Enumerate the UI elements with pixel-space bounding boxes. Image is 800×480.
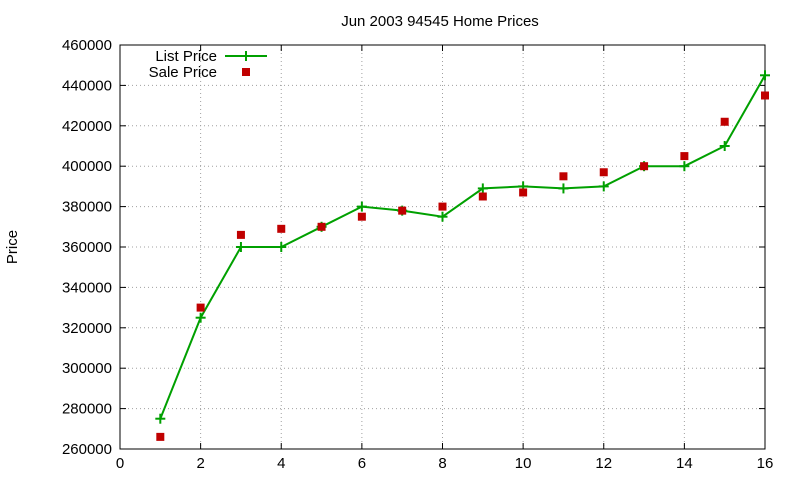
- sale-price-point: [277, 224, 286, 233]
- y-tick-label: 260000: [62, 441, 112, 458]
- list-price-point: [235, 242, 246, 252]
- y-tick-label: 360000: [62, 239, 112, 256]
- list-price-point: [276, 242, 287, 252]
- sale-price-point: [478, 192, 487, 201]
- sale-price-point: [599, 168, 608, 177]
- legend-marker: [241, 51, 251, 61]
- x-tick-label: 2: [196, 455, 204, 472]
- y-tick-label: 280000: [62, 401, 112, 418]
- sale-price-point: [196, 303, 205, 312]
- sale-price-point: [720, 117, 729, 126]
- sale-price-point: [317, 222, 326, 231]
- x-tick-label: 12: [595, 455, 612, 472]
- x-tick-label: 10: [515, 455, 532, 472]
- y-axis-label: Price: [4, 230, 21, 264]
- x-tick-label: 0: [116, 455, 124, 472]
- chart-title: Jun 2003 94545 Home Prices: [341, 13, 539, 30]
- legend-label: Sale Price: [149, 64, 217, 81]
- y-tick-label: 320000: [62, 320, 112, 337]
- list-price-line: [159, 74, 766, 420]
- list-price-point: [356, 201, 367, 212]
- y-tick-label: 380000: [62, 199, 112, 216]
- x-tick-label: 14: [676, 455, 693, 472]
- list-price-point: [477, 183, 488, 194]
- sale-price-point: [761, 91, 769, 100]
- y-tick-label: 340000: [62, 279, 112, 296]
- y-tick-label: 420000: [62, 118, 112, 135]
- legend-marker: [242, 68, 250, 76]
- sale-price-point: [236, 230, 245, 239]
- sale-price-point: [438, 202, 447, 211]
- list-price-point: [679, 161, 690, 172]
- list-price-point: [155, 413, 166, 424]
- sale-price-point: [156, 432, 165, 441]
- list-price-point: [195, 312, 206, 323]
- legend-label: List Price: [155, 48, 217, 65]
- y-tick-label: 440000: [62, 77, 112, 94]
- sale-price-point: [398, 206, 407, 215]
- x-tick-label: 16: [757, 455, 774, 472]
- sale-price-point: [680, 152, 689, 161]
- list-price-point: [719, 141, 730, 151]
- list-price-point: [558, 183, 569, 194]
- list-price-point: [437, 211, 448, 222]
- y-tick-label: 400000: [62, 158, 112, 175]
- list-price-point: [598, 181, 609, 192]
- sale-price-point: [640, 162, 649, 171]
- x-tick-label: 6: [358, 455, 366, 472]
- sale-price-point: [519, 188, 528, 197]
- list-price-point: [760, 70, 770, 81]
- sale-price-point: [357, 212, 366, 221]
- grid: [120, 45, 765, 449]
- x-tick-label: 8: [438, 455, 446, 472]
- sale-price-point: [559, 172, 568, 181]
- axis-ticks: 0 2 4 6 8 10 12 14 16 260000 280000 300000 320000 340…: [62, 37, 773, 472]
- y-tick-label: 460000: [62, 37, 112, 54]
- y-tick-label: 300000: [62, 360, 112, 377]
- x-tick-label: 4: [277, 455, 285, 472]
- series: [155, 70, 770, 441]
